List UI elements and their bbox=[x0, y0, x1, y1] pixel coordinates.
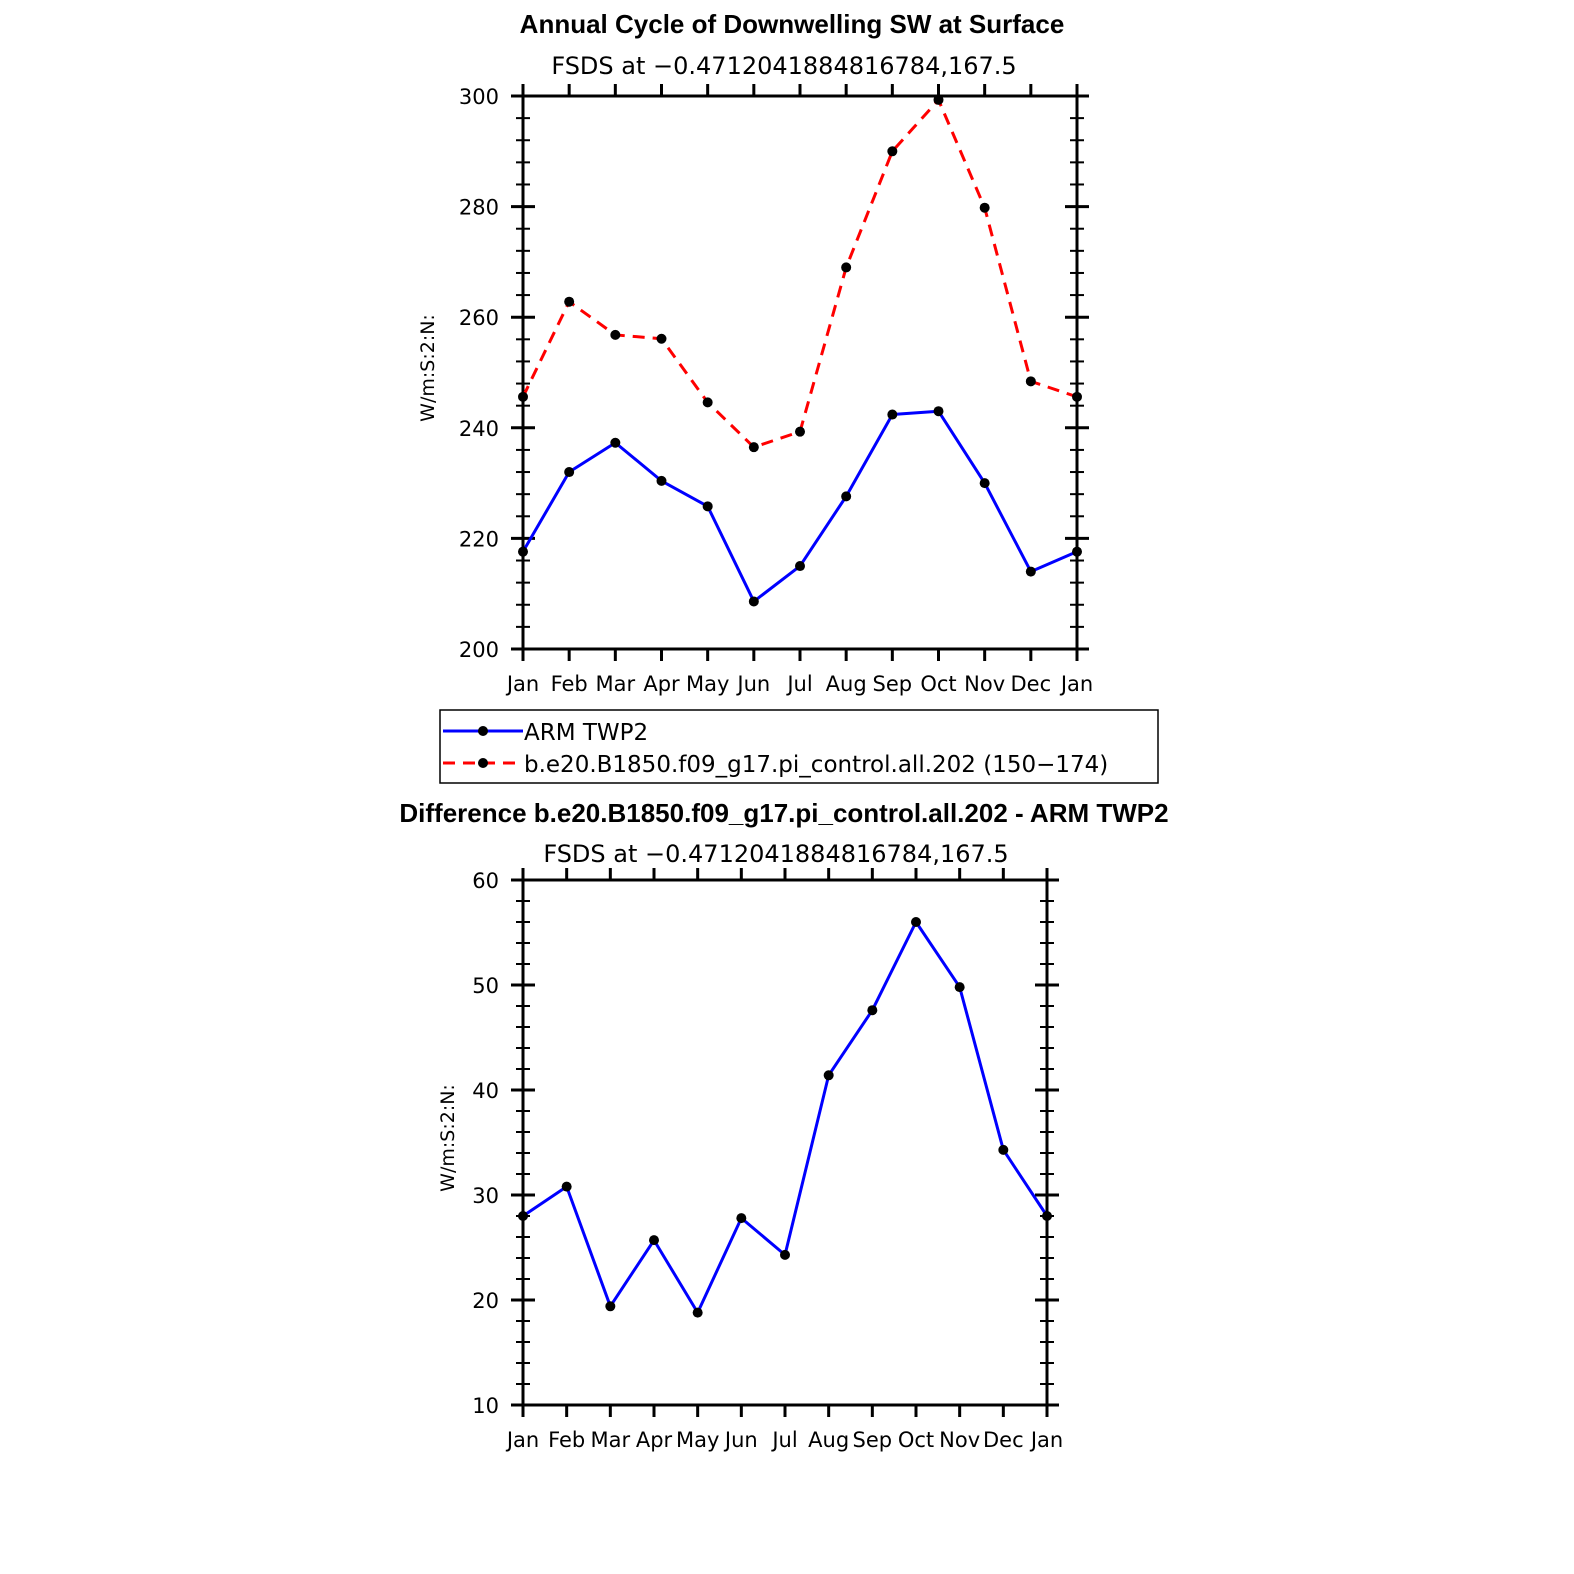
series-1-point bbox=[564, 296, 575, 307]
series-0-point bbox=[979, 478, 990, 489]
series-0-point bbox=[841, 491, 852, 502]
series-0-point bbox=[518, 546, 528, 557]
y-tick-label: 20 bbox=[472, 1289, 499, 1313]
series-0-point bbox=[1072, 546, 1082, 557]
x-tick-label: Jan bbox=[1059, 672, 1093, 696]
y-tick-label: 40 bbox=[472, 1079, 499, 1103]
chart-title: Annual Cycle of Downwelling SW at Surfac… bbox=[520, 9, 1065, 39]
series-0-point bbox=[823, 1070, 834, 1081]
x-tick-label: Apr bbox=[636, 1428, 673, 1452]
series-0-point bbox=[748, 596, 759, 607]
series-0-point bbox=[998, 1144, 1009, 1155]
series-0-point bbox=[649, 1235, 659, 1246]
series-0-point bbox=[656, 475, 667, 486]
legend-box bbox=[439, 709, 1159, 784]
x-tick-label: Aug bbox=[808, 1428, 849, 1452]
series-0-point bbox=[692, 1307, 703, 1318]
plot-area: Jan Feb Mar Apr May Jun Jul Aug Sep Oct Nov Dec Jan2… bbox=[459, 84, 1093, 696]
series-1-point bbox=[1072, 391, 1082, 402]
series-0-point bbox=[1042, 1211, 1052, 1221]
y-axis-label: W/m:S:2:N: bbox=[437, 1084, 459, 1192]
x-tick-label: Feb bbox=[548, 1428, 585, 1452]
x-tick-label: Jan bbox=[505, 1428, 539, 1452]
legend-entry-arm-twp2: ARM TWP2 bbox=[443, 720, 648, 746]
x-tick-label: May bbox=[676, 1428, 719, 1452]
chart-subtitle: FSDS at −0.4712041884816784,167.5 bbox=[551, 52, 1016, 80]
plot-frame bbox=[521, 878, 1049, 1407]
legend-label-arm-twp2: ARM TWP2 bbox=[524, 720, 648, 746]
x-tick-label: Apr bbox=[643, 672, 680, 696]
chart-title: Difference b.e20.B1850.f09_g17.pi_contro… bbox=[399, 798, 1168, 828]
legend: ARM TWP2 b.e20.B1850.f09_g17.pi_control.… bbox=[439, 709, 1159, 784]
y-tick-label: 260 bbox=[459, 306, 499, 330]
series-1-point bbox=[656, 333, 667, 344]
series-1-point bbox=[841, 262, 852, 273]
x-tick-label: Jul bbox=[770, 1428, 797, 1452]
x-tick-label: Aug bbox=[826, 672, 867, 696]
series-1-point bbox=[518, 391, 528, 402]
legend-label-model: b.e20.B1850.f09_g17.pi_control.all.202 (… bbox=[524, 752, 1108, 778]
y-tick-label: 200 bbox=[459, 638, 499, 662]
y-tick-label: 280 bbox=[459, 196, 499, 220]
series-0-point bbox=[911, 917, 921, 927]
x-tick-label: Oct bbox=[920, 672, 956, 696]
series-1-point bbox=[887, 146, 898, 157]
x-tick-label: Jan bbox=[1029, 1428, 1063, 1452]
y-tick-label: 240 bbox=[459, 417, 499, 441]
y-tick-label: 30 bbox=[472, 1184, 499, 1208]
annual-cycle-panel: Annual Cycle of Downwelling SW at Surfac… bbox=[417, 9, 1093, 696]
series-1-point bbox=[610, 329, 621, 340]
series-0-point bbox=[887, 409, 898, 420]
x-tick-label: Dec bbox=[1011, 672, 1052, 696]
x-tick-label: Sep bbox=[873, 672, 913, 696]
series-0-point bbox=[954, 982, 965, 993]
x-tick-label: Jul bbox=[785, 672, 812, 696]
series-line-1 bbox=[521, 98, 1078, 449]
x-tick-label: Jun bbox=[735, 672, 770, 696]
series-0-point bbox=[867, 1005, 878, 1016]
y-axis-label: W/m:S:2:N: bbox=[417, 314, 439, 422]
series-1-point bbox=[702, 397, 713, 408]
series-1-point bbox=[979, 202, 990, 213]
x-tick-label: Jun bbox=[723, 1428, 758, 1452]
series-1-point bbox=[933, 94, 944, 105]
x-tick-label: May bbox=[686, 672, 729, 696]
x-tick-label: Mar bbox=[591, 1428, 631, 1452]
series-0-point bbox=[933, 406, 944, 417]
series-0-point bbox=[780, 1249, 790, 1260]
series-0-point bbox=[561, 1181, 572, 1192]
series-1-point bbox=[748, 442, 759, 453]
chart-subtitle: FSDS at −0.4712041884816784,167.5 bbox=[543, 840, 1008, 868]
series-line-0 bbox=[521, 409, 1078, 603]
x-tick-label: Mar bbox=[596, 672, 636, 696]
series-0-point bbox=[605, 1301, 616, 1312]
plot-area: Jan Feb Mar Apr May Jun Jul Aug Sep Oct Nov Dec Jan1… bbox=[472, 868, 1063, 1452]
x-tick-label: Nov bbox=[939, 1428, 980, 1452]
y-tick-label: 220 bbox=[459, 527, 499, 551]
y-tick-label: 60 bbox=[472, 869, 499, 893]
series-0-point bbox=[610, 437, 621, 448]
x-tick-label: Jan bbox=[505, 672, 539, 696]
series-0-point bbox=[795, 561, 805, 572]
x-tick-label: Sep bbox=[853, 1428, 893, 1452]
series-1-point bbox=[1025, 376, 1036, 387]
series-1-point bbox=[795, 426, 805, 437]
y-tick-label: 10 bbox=[472, 1394, 499, 1418]
x-tick-label: Dec bbox=[983, 1428, 1024, 1452]
legend-marker-model bbox=[478, 758, 488, 768]
x-tick-label: Oct bbox=[898, 1428, 934, 1452]
legend-marker-arm-twp2 bbox=[478, 726, 488, 736]
series-0-point bbox=[1025, 566, 1036, 577]
series-0-point bbox=[736, 1213, 747, 1224]
series-0-point bbox=[564, 467, 575, 478]
difference-panel: Difference b.e20.B1850.f09_g17.pi_contro… bbox=[399, 798, 1168, 1452]
x-tick-label: Feb bbox=[551, 672, 588, 696]
y-tick-label: 50 bbox=[472, 974, 499, 998]
y-tick-label: 300 bbox=[459, 85, 499, 109]
series-0-point bbox=[702, 501, 713, 512]
series-0-point bbox=[518, 1211, 528, 1221]
x-tick-label: Nov bbox=[964, 672, 1005, 696]
legend-entry-model: b.e20.B1850.f09_g17.pi_control.all.202 (… bbox=[443, 752, 1108, 778]
